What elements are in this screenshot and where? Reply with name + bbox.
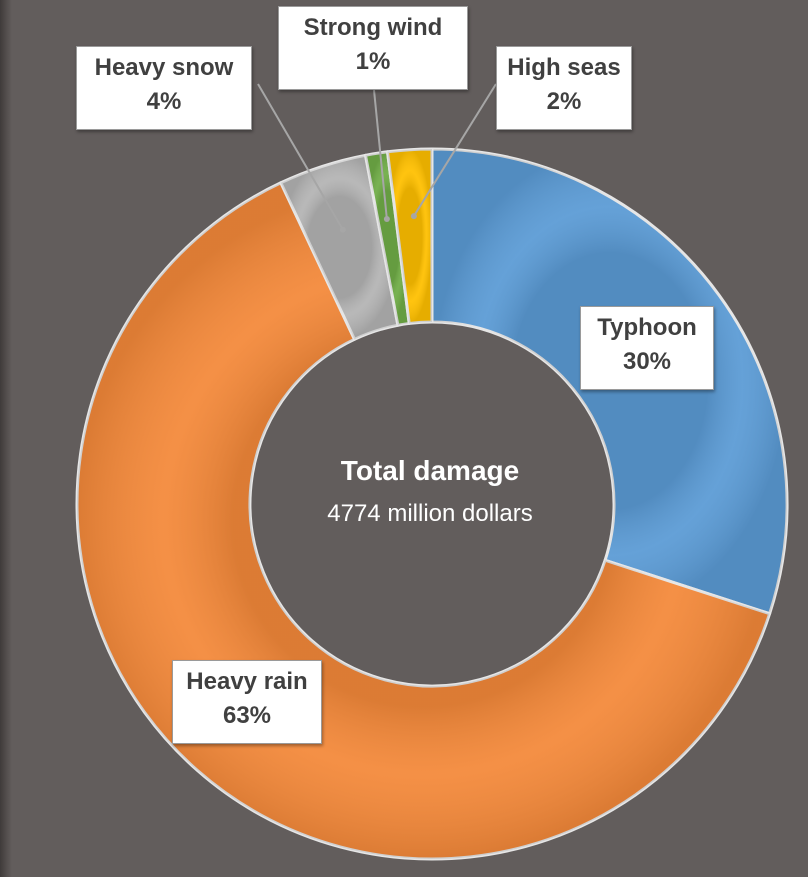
slice-label-typhoon: Typhoon 30%: [580, 306, 714, 390]
slice-label-percent: 63%: [222, 702, 272, 729]
slice-label-name: Heavy snow: [94, 54, 234, 81]
slice-label-strong-wind: Strong wind 1%: [278, 6, 468, 90]
slice-label-high-seas: High seas 2%: [496, 46, 632, 130]
leader-dot-high-seas: [410, 213, 417, 220]
slice-shading-high-seas: [387, 149, 432, 324]
slice-label-percent: 30%: [622, 348, 672, 375]
slice-shading-strong-wind: [365, 151, 410, 326]
slice-label-name: Heavy rain: [186, 668, 308, 695]
slice-label-percent: 2%: [546, 88, 582, 115]
leader-line-strong-wind: [373, 89, 388, 220]
slice-label-name: High seas: [507, 54, 621, 81]
left-edge-shadow: [0, 0, 12, 877]
leader-lines: [257, 83, 497, 233]
leader-line-heavy-snow: [257, 83, 344, 231]
center-title: Total damage: [340, 455, 520, 486]
slice-label-name: Strong wind: [303, 14, 443, 41]
slice-label-percent: 4%: [146, 88, 182, 115]
leader-line-high-seas: [413, 83, 497, 217]
leader-dot-strong-wind: [383, 216, 390, 223]
center-total-value: 4774 million dollars: [327, 500, 533, 527]
slice-shading-heavy-snow: [280, 155, 398, 340]
slice-label-name: Typhoon: [597, 314, 697, 341]
leader-dot-heavy-snow: [339, 226, 346, 233]
slice-label-heavy-rain: Heavy rain 63%: [172, 660, 322, 744]
slice-label-heavy-snow: Heavy snow 4%: [76, 46, 252, 130]
slice-label-percent: 1%: [355, 48, 391, 75]
